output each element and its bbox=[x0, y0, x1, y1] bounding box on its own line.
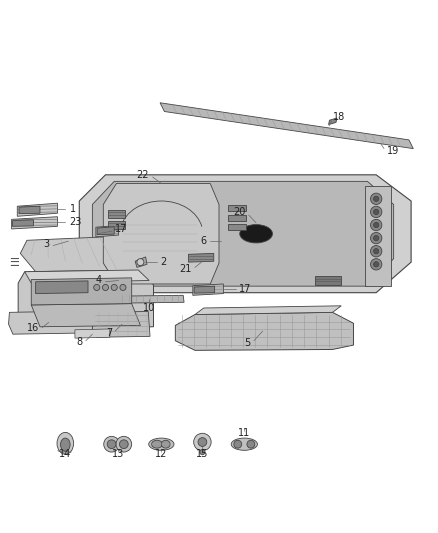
Polygon shape bbox=[25, 270, 149, 283]
Circle shape bbox=[102, 285, 109, 290]
Text: 3: 3 bbox=[43, 239, 49, 249]
Circle shape bbox=[116, 437, 132, 452]
Circle shape bbox=[111, 285, 117, 290]
Circle shape bbox=[120, 285, 126, 290]
Circle shape bbox=[200, 449, 205, 455]
Polygon shape bbox=[228, 224, 246, 230]
Polygon shape bbox=[114, 295, 184, 303]
Text: 22: 22 bbox=[137, 170, 149, 180]
Ellipse shape bbox=[234, 440, 242, 448]
Text: 17: 17 bbox=[115, 224, 127, 235]
Polygon shape bbox=[9, 311, 92, 334]
Polygon shape bbox=[92, 311, 150, 337]
Text: ☰: ☰ bbox=[9, 258, 19, 268]
Text: 19: 19 bbox=[387, 146, 399, 156]
Ellipse shape bbox=[240, 224, 272, 243]
Circle shape bbox=[198, 438, 207, 446]
Ellipse shape bbox=[231, 438, 258, 450]
Ellipse shape bbox=[152, 440, 162, 448]
Text: 8: 8 bbox=[77, 337, 83, 346]
Circle shape bbox=[374, 209, 379, 215]
Circle shape bbox=[194, 433, 211, 451]
Circle shape bbox=[374, 248, 379, 254]
Polygon shape bbox=[31, 278, 132, 305]
Ellipse shape bbox=[161, 440, 170, 448]
Text: 18: 18 bbox=[332, 112, 345, 122]
Polygon shape bbox=[315, 276, 341, 285]
Text: 12: 12 bbox=[155, 449, 168, 459]
Polygon shape bbox=[20, 237, 127, 274]
Polygon shape bbox=[194, 286, 215, 293]
Text: 17: 17 bbox=[239, 284, 251, 294]
Text: 2: 2 bbox=[160, 257, 166, 267]
Polygon shape bbox=[12, 220, 33, 227]
Polygon shape bbox=[103, 183, 219, 284]
Polygon shape bbox=[228, 215, 246, 221]
Text: 14: 14 bbox=[59, 449, 71, 459]
Polygon shape bbox=[96, 225, 119, 237]
Circle shape bbox=[371, 220, 382, 231]
Text: 4: 4 bbox=[96, 276, 102, 286]
Polygon shape bbox=[228, 205, 246, 212]
Polygon shape bbox=[108, 210, 125, 217]
Polygon shape bbox=[328, 118, 337, 125]
Text: 15: 15 bbox=[196, 449, 208, 459]
Ellipse shape bbox=[247, 440, 255, 448]
Polygon shape bbox=[79, 175, 411, 293]
Polygon shape bbox=[195, 306, 341, 314]
Circle shape bbox=[104, 437, 120, 452]
Polygon shape bbox=[17, 203, 57, 216]
Text: 11: 11 bbox=[238, 429, 251, 438]
Circle shape bbox=[374, 262, 379, 267]
Text: 6: 6 bbox=[201, 236, 207, 246]
Polygon shape bbox=[188, 253, 214, 262]
Text: 23: 23 bbox=[70, 217, 82, 227]
Polygon shape bbox=[365, 185, 392, 286]
Polygon shape bbox=[19, 206, 40, 214]
Circle shape bbox=[94, 285, 100, 290]
Text: 16: 16 bbox=[27, 324, 39, 334]
Ellipse shape bbox=[60, 438, 70, 451]
Circle shape bbox=[371, 246, 382, 257]
Text: 21: 21 bbox=[180, 264, 192, 273]
Polygon shape bbox=[75, 329, 110, 338]
Text: 1: 1 bbox=[70, 204, 76, 214]
Circle shape bbox=[374, 236, 379, 241]
Circle shape bbox=[371, 232, 382, 244]
Polygon shape bbox=[193, 284, 223, 295]
Circle shape bbox=[137, 259, 144, 265]
Circle shape bbox=[371, 259, 382, 270]
Polygon shape bbox=[97, 227, 114, 235]
Circle shape bbox=[374, 222, 379, 228]
Polygon shape bbox=[135, 257, 147, 268]
Text: 5: 5 bbox=[244, 338, 251, 348]
Polygon shape bbox=[18, 270, 153, 330]
Text: 7: 7 bbox=[106, 328, 112, 338]
Circle shape bbox=[371, 206, 382, 217]
Polygon shape bbox=[31, 304, 141, 327]
Circle shape bbox=[371, 193, 382, 205]
Circle shape bbox=[120, 440, 128, 449]
Circle shape bbox=[374, 196, 379, 201]
Text: 13: 13 bbox=[112, 449, 124, 459]
Polygon shape bbox=[160, 103, 413, 149]
Polygon shape bbox=[175, 312, 353, 350]
Ellipse shape bbox=[57, 432, 74, 454]
Polygon shape bbox=[12, 217, 57, 229]
Circle shape bbox=[107, 440, 116, 449]
Polygon shape bbox=[57, 451, 71, 454]
Text: 20: 20 bbox=[233, 207, 245, 217]
Polygon shape bbox=[35, 281, 88, 294]
Ellipse shape bbox=[149, 438, 174, 450]
Polygon shape bbox=[108, 221, 125, 229]
Polygon shape bbox=[92, 181, 394, 286]
Text: 10: 10 bbox=[143, 303, 155, 313]
